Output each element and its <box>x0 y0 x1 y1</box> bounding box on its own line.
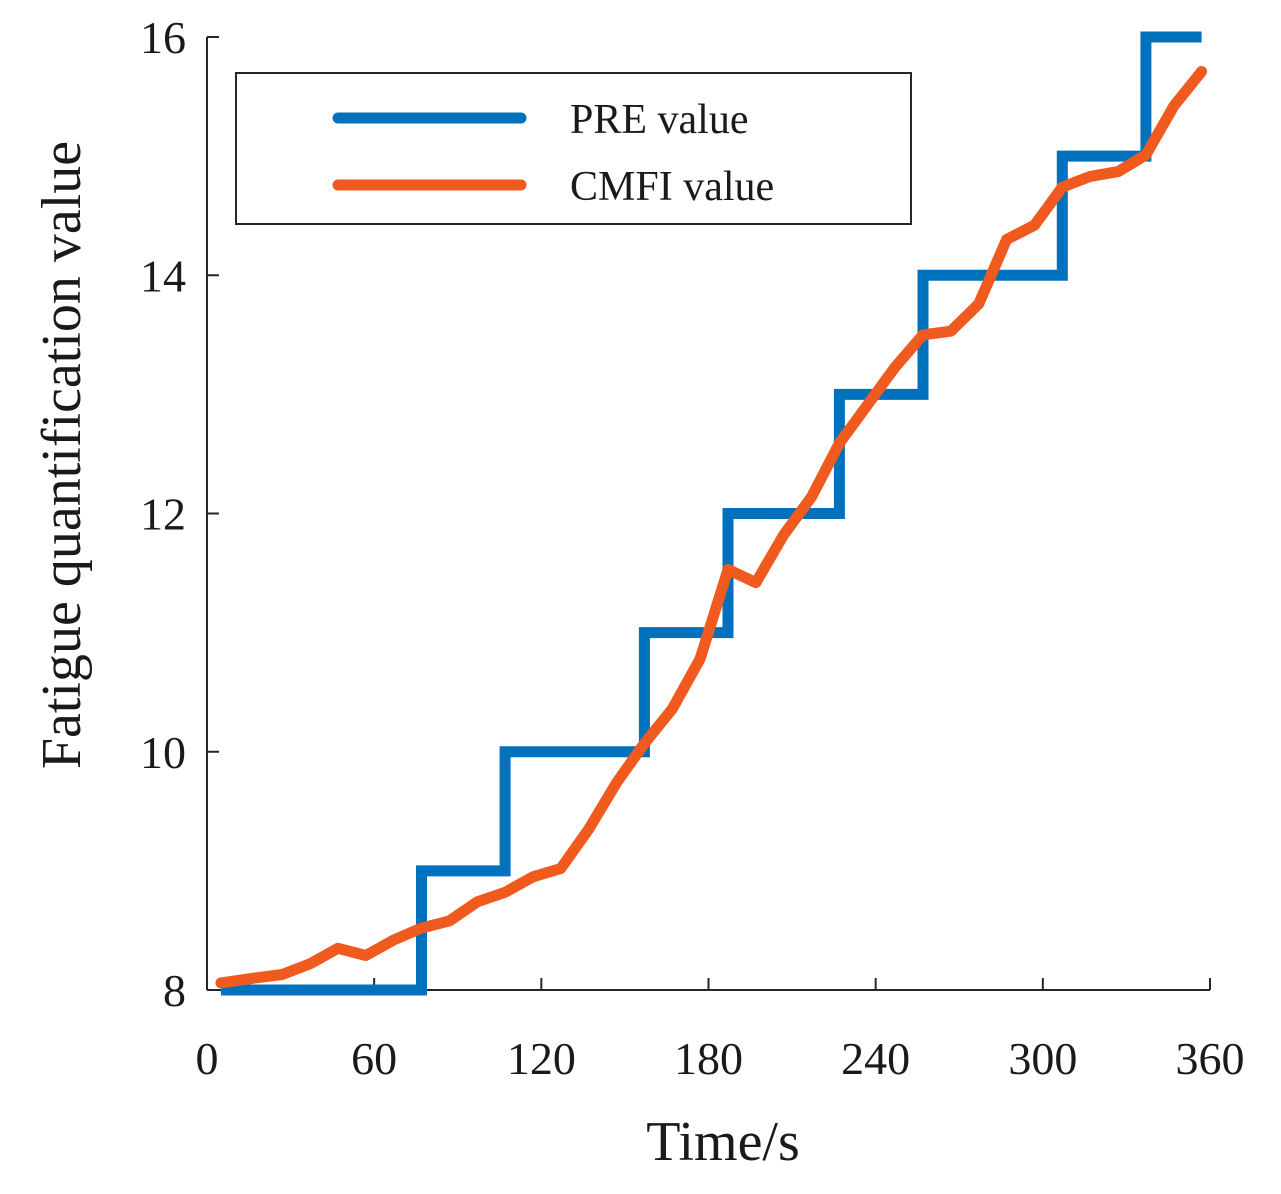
legend-box <box>235 72 912 225</box>
legend-label-cmfi: CMFI value <box>570 164 774 210</box>
x-tick-label: 120 <box>507 1033 576 1084</box>
series <box>215 31 1208 996</box>
legend-label-pre: PRE value <box>570 97 748 143</box>
x-tick-label: 60 <box>351 1033 397 1084</box>
y-tick-label: 14 <box>140 250 186 301</box>
x-tick-label: 180 <box>674 1033 743 1084</box>
cmfi-value-line <box>215 66 1208 989</box>
x-tick-label: 300 <box>1008 1033 1077 1084</box>
legend: PRE value CMFI value <box>235 72 912 225</box>
x-tick-label: 360 <box>1176 1033 1245 1084</box>
y-tick-label: 16 <box>140 12 186 63</box>
y-tick-label: 12 <box>140 489 186 540</box>
pre-value-line <box>220 31 1202 996</box>
ticks: 0 60 120 180 240 300 360 8 10 12 14 16 <box>140 12 1245 1084</box>
y-tick-label: 10 <box>140 727 186 778</box>
y-tick-label: 8 <box>163 965 186 1016</box>
y-axis-title: Fatigue quantification value <box>31 141 93 769</box>
x-tick-label: 240 <box>841 1033 910 1084</box>
x-tick-label: 0 <box>196 1033 219 1084</box>
x-axis-title: Time/s <box>646 1111 800 1173</box>
